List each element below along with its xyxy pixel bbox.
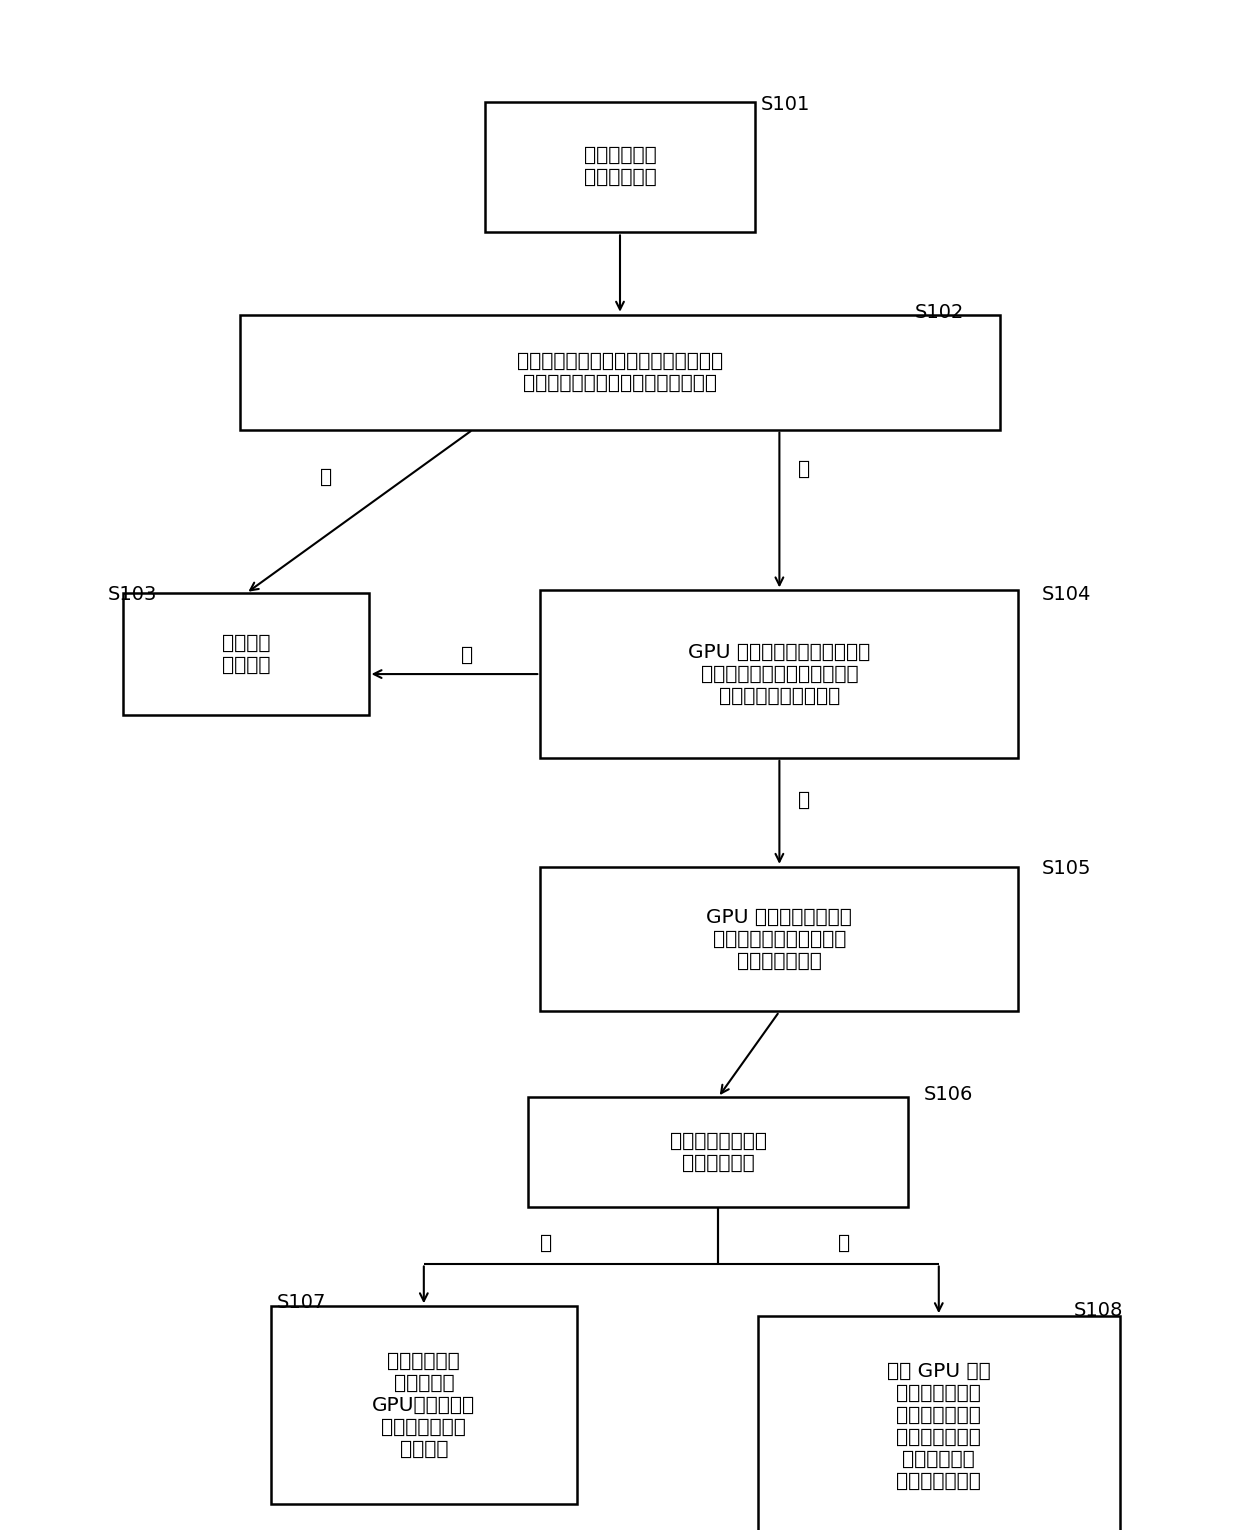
Bar [124, 593, 368, 715]
Text: S108: S108 [1074, 1300, 1123, 1320]
Text: 否: 否 [320, 467, 332, 487]
Bar [541, 590, 1018, 758]
Text: 位于车身两侧的四个摄像头采集图像，
分别判断汽车两侧是否有车辆靠近。: 位于车身两侧的四个摄像头采集图像， 分别判断汽车两侧是否有车辆靠近。 [517, 352, 723, 393]
Text: S102: S102 [914, 303, 963, 323]
Text: 是: 是 [460, 646, 472, 666]
Text: 说明 GPU 判断
失误，乘客按动
位于车门内部的
终止车门锁止及
警报信号的按
钮，打开车门。: 说明 GPU 判断 失误，乘客按动 位于车门内部的 终止车门锁止及 警报信号的按… [887, 1362, 991, 1491]
Text: GPU 控制车门锁止，并
发出警报声，告知乘客后
方有车辆靠近。: GPU 控制车门锁止，并 发出警报声，告知乘客后 方有车辆靠近。 [707, 907, 852, 970]
Bar [541, 867, 1018, 1011]
Text: 摄像头继续采
集图像输入
GPU，直至车辆
通过后，车门安
全打开。: 摄像头继续采 集图像输入 GPU，直至车辆 通过后，车门安 全打开。 [372, 1351, 475, 1459]
Text: 否: 否 [797, 790, 810, 810]
Text: S107: S107 [277, 1293, 326, 1313]
Text: S105: S105 [1042, 859, 1091, 878]
Bar [239, 315, 1001, 430]
Text: S106: S106 [924, 1085, 973, 1104]
Text: 乘客判断后方是否
有车辆靠近。: 乘客判断后方是否 有车辆靠近。 [670, 1131, 766, 1173]
Text: S101: S101 [761, 95, 811, 114]
Text: 是: 是 [797, 460, 810, 480]
Bar [758, 1316, 1120, 1537]
Text: 否: 否 [838, 1234, 851, 1253]
Text: 车辆停止，乘
客打开车门。: 车辆停止，乘 客打开车门。 [584, 146, 656, 188]
Bar [270, 1306, 577, 1505]
Text: S103: S103 [108, 586, 157, 604]
Text: S104: S104 [1042, 586, 1091, 604]
Bar [528, 1097, 908, 1207]
Bar [485, 101, 755, 232]
Text: 乘客可以
开启车门: 乘客可以 开启车门 [222, 633, 270, 675]
Text: 是: 是 [541, 1234, 553, 1253]
Text: GPU 通过计算，测出后方车辆
距离及速度、加速度，判断其
是否在安全距离之外。: GPU 通过计算，测出后方车辆 距离及速度、加速度，判断其 是否在安全距离之外。 [688, 642, 870, 705]
